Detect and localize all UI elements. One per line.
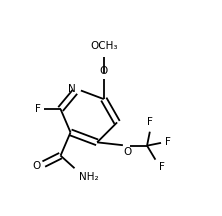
- Text: NH₂: NH₂: [79, 172, 99, 182]
- Text: OCH₃: OCH₃: [90, 41, 117, 51]
- Text: O: O: [100, 66, 108, 76]
- Text: F: F: [159, 162, 165, 172]
- Text: O: O: [123, 147, 131, 157]
- Text: F: F: [35, 104, 41, 114]
- Text: O: O: [32, 161, 41, 171]
- Text: F: F: [147, 117, 153, 127]
- Text: N: N: [68, 84, 75, 94]
- Text: F: F: [165, 137, 171, 147]
